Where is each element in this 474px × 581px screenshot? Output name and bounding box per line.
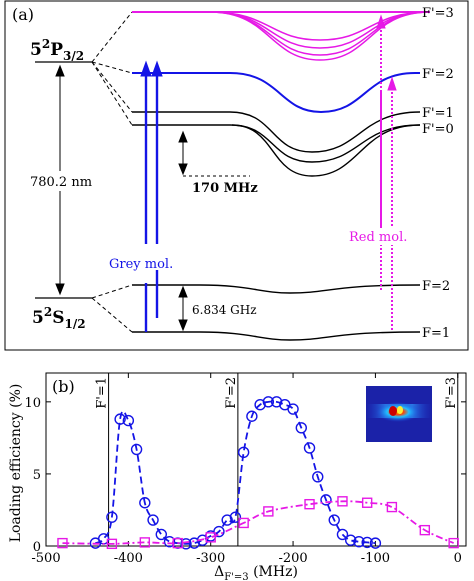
plot-series — [57, 396, 459, 550]
panel-b-label: (b) — [52, 377, 75, 396]
series-1-point — [238, 517, 249, 529]
series-1-point — [57, 537, 68, 549]
series-0-point — [229, 511, 242, 523]
series-0-point — [328, 514, 340, 526]
series-1-point — [139, 537, 151, 548]
x-axis-label: ΔF'=3 (MHz) — [214, 564, 298, 581]
panel-a-frame — [4, 0, 469, 351]
series-0-point — [336, 528, 349, 541]
x-tick-label: -400 — [114, 551, 143, 566]
level-g1-curve — [132, 331, 421, 341]
red-molasses-beams — [376, 14, 397, 330]
series-0-point — [295, 422, 307, 434]
series-0-point — [122, 414, 135, 427]
x-tick-label: -500 — [31, 551, 60, 566]
series-1-line — [62, 500, 455, 545]
level-f1-f0-curves — [132, 111, 421, 177]
excited-splitting-label: 170 MHz — [192, 181, 258, 196]
transition-line-label: F'=2 — [224, 377, 239, 409]
x-axis: -500 -400 -300 -200 -100 0 — [31, 373, 462, 566]
series-0-point — [139, 497, 151, 509]
series-0-point — [180, 538, 192, 550]
series-0-point — [312, 471, 324, 483]
excited-state-label: 52P3/2 — [30, 37, 84, 63]
y-axis-label: Loading efficiency (%) — [8, 384, 24, 543]
level-f3-curves — [132, 11, 431, 61]
series-0-point — [114, 413, 126, 425]
excited-splitting-arrow — [178, 130, 250, 177]
y-axis: 0 5 10 — [24, 396, 466, 555]
series-0-point — [361, 536, 373, 549]
series-0-point — [303, 442, 316, 454]
transition-line-label: F'=3 — [444, 377, 459, 409]
series-1-point — [172, 537, 183, 549]
grey-molasses-beams — [140, 60, 163, 332]
series-0-point — [106, 511, 118, 523]
ground-state-label: 52S1/2 — [32, 305, 86, 331]
series-1-point — [419, 524, 431, 536]
transition-lines: F'=1 F'=2 F'=3 — [95, 373, 459, 546]
series-0-point — [147, 514, 159, 526]
transition-line-label: F'=1 — [95, 377, 110, 409]
series-0-point — [345, 534, 357, 546]
series-0-point — [163, 535, 176, 548]
series-1-point — [106, 538, 118, 550]
series-1-point — [263, 506, 274, 517]
series-0-point — [287, 403, 299, 415]
y-tick-label: 0 — [33, 540, 41, 555]
plot-frame — [45, 372, 467, 547]
series-0-point — [262, 396, 275, 408]
wavelength-label: 780.2 nm — [30, 175, 92, 190]
level-g1-label: F=1 — [422, 326, 450, 341]
ground-splitting-label: 6.834 GHz — [192, 303, 257, 317]
x-tick-label: 0 — [454, 551, 462, 566]
level-f1-label: F'=1 — [422, 106, 454, 121]
series-0-point — [320, 494, 332, 506]
series-0-point — [237, 446, 250, 458]
series-1-point — [304, 498, 315, 510]
hyperfine-connectors — [91, 11, 133, 333]
level-f2-curve — [132, 72, 420, 114]
x-tick-label: -100 — [361, 551, 390, 566]
series-1-point — [386, 501, 398, 513]
atom-cloud-inset-image — [366, 386, 432, 442]
ground-splitting-arrow — [178, 285, 188, 332]
x-tick-label: -300 — [196, 551, 225, 566]
series-1-point — [205, 532, 216, 543]
level-f0-label: F'=0 — [422, 122, 454, 137]
level-f3-label: F'=3 — [422, 6, 454, 21]
series-0-point — [246, 410, 258, 422]
level-g2-label: F=2 — [422, 279, 450, 294]
series-0-point — [369, 537, 382, 549]
y-tick-label: 5 — [33, 468, 41, 483]
series-0-point — [155, 528, 167, 541]
red-molasses-label: Red mol. — [349, 230, 407, 245]
series-0-point — [213, 525, 225, 538]
grey-molasses-label: Grey mol. — [109, 257, 173, 272]
series-0-point — [130, 443, 143, 456]
panel-a-label: (a) — [12, 5, 34, 24]
series-0-line — [94, 400, 376, 545]
level-g2-curve — [132, 284, 421, 294]
series-0-point — [353, 535, 365, 548]
y-tick-label: 10 — [24, 396, 41, 411]
level-f2-label: F'=2 — [422, 67, 454, 82]
panel-a-energy-diagram: (a) 52P3/2 52S1/2 780.2 nm — [4, 0, 469, 351]
x-tick-label: -200 — [278, 551, 307, 566]
series-1-point — [337, 496, 348, 507]
series-1-point — [361, 497, 373, 508]
series-1-point — [448, 537, 459, 549]
